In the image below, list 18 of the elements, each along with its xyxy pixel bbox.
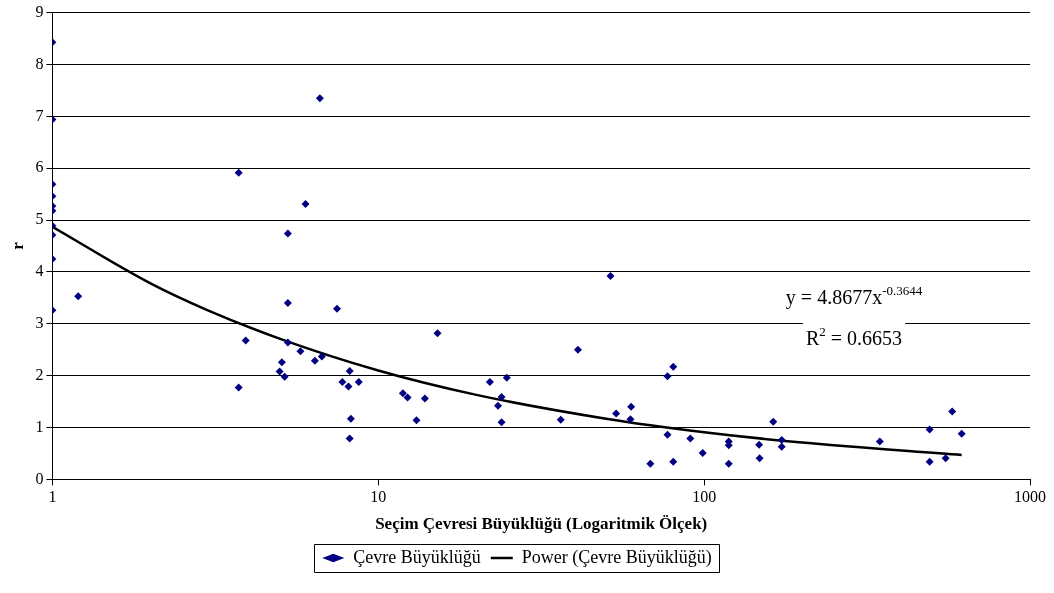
x-tick-label: 10 [370,488,387,506]
y-tick-label: 4 [35,262,44,280]
y-tick-label: 8 [35,54,44,72]
y-tick-label: 9 [35,2,44,20]
y-tick-label: 0 [35,469,44,487]
y-tick-label: 2 [35,365,44,383]
y-tick-label: 6 [35,158,44,176]
y-tick-label: 1 [35,417,44,435]
legend-label: Çevre Büyüklüğü [353,546,481,567]
y-tick-label: 3 [35,314,44,331]
y-tick-label: 7 [35,106,44,124]
x-tick-label: 1000 [1014,488,1046,506]
x-tick-label: 100 [692,488,717,506]
y-tick-label: 5 [35,210,44,228]
x-axis-title: Seçim Çevresi Büyüklüğü (Logaritmik Ölçek) [375,514,708,534]
x-tick-label: 1 [48,488,57,506]
legend-label: Power (Çevre Büyüklüğü) [521,546,712,568]
y-axis-title: r [7,241,27,250]
